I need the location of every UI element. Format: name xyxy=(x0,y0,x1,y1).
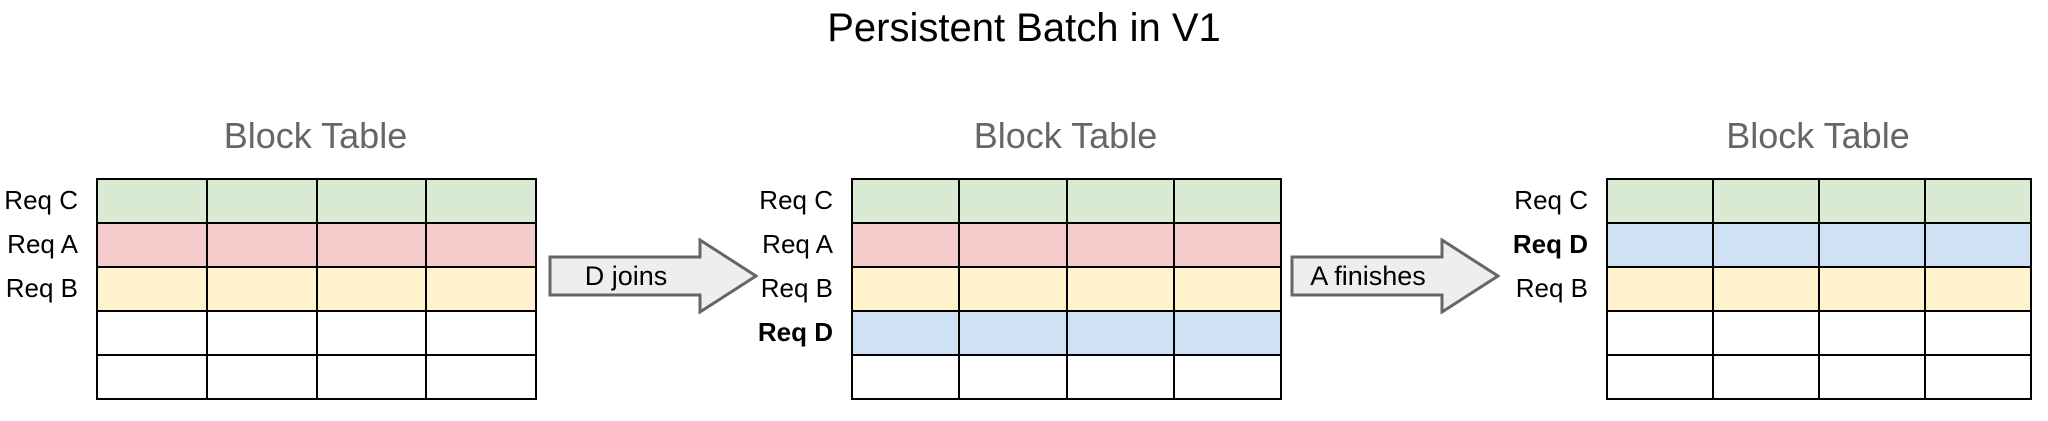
block-grid xyxy=(1606,178,2032,400)
block-cell xyxy=(97,223,207,267)
block-cell xyxy=(1066,179,1174,223)
arrow-d-joins: D joins xyxy=(548,238,758,314)
block-cell xyxy=(426,179,536,223)
block-cell xyxy=(316,223,427,267)
row-label xyxy=(1510,310,1606,354)
block-cell xyxy=(959,179,1067,223)
diagram-title: Persistent Batch in V1 xyxy=(827,6,1221,50)
block-table-body: Req C Req A Req B Req D xyxy=(755,178,1282,400)
block-cell xyxy=(852,267,960,311)
row-label: Req C xyxy=(4,184,78,215)
block-cell xyxy=(1173,223,1281,267)
block-cell xyxy=(97,179,207,223)
block-cell xyxy=(959,267,1067,311)
arrow-label: A finishes xyxy=(1310,261,1426,291)
block-cell xyxy=(959,311,1067,355)
block-table-body: Req C Req A Req B xyxy=(0,178,537,400)
block-cell xyxy=(1607,311,1713,355)
block-cell xyxy=(852,311,960,355)
block-cell xyxy=(1925,311,2031,355)
block-cell xyxy=(1607,267,1713,311)
block-table-heading: Block Table xyxy=(1726,115,1910,156)
row-label: Req A xyxy=(7,228,78,259)
row-label xyxy=(0,310,96,354)
block-cell xyxy=(1925,179,2031,223)
block-table-body: Req C Req D Req B xyxy=(1510,178,2032,400)
row-labels: Req C Req A Req B Req D xyxy=(755,178,851,398)
block-cell xyxy=(206,355,317,399)
block-table-group-1: Block Table Req C Req A Req B xyxy=(0,116,537,400)
block-cell xyxy=(1173,267,1281,311)
row-label xyxy=(1510,354,1606,398)
row-label: Req B xyxy=(1515,272,1588,303)
row-label: Req A xyxy=(762,228,833,259)
block-cell xyxy=(852,179,960,223)
block-cell xyxy=(1713,267,1819,311)
arrow-shape xyxy=(1290,238,1500,314)
block-cell xyxy=(1925,355,2031,399)
arrow-label: D joins xyxy=(585,261,668,291)
block-cell xyxy=(1819,355,1925,399)
row-label: Req C xyxy=(1514,184,1588,215)
row-label: Req D xyxy=(757,316,833,347)
block-cell xyxy=(1713,311,1819,355)
block-cell xyxy=(1066,267,1174,311)
block-cell xyxy=(1173,179,1281,223)
block-table-heading: Block Table xyxy=(223,115,408,156)
block-cell xyxy=(316,179,427,223)
block-cell xyxy=(1173,311,1281,355)
block-grid xyxy=(851,178,1282,400)
block-cell xyxy=(959,355,1067,399)
block-cell xyxy=(1819,179,1925,223)
arrow-a-finishes: A finishes xyxy=(1290,238,1500,314)
block-cell xyxy=(1819,267,1925,311)
block-cell xyxy=(206,311,317,355)
block-cell xyxy=(316,311,427,355)
block-cell xyxy=(1066,311,1174,355)
block-table-group-2: Block Table Req C Req A Req B Req D xyxy=(755,116,1282,400)
block-table-group-3: Block Table Req C Req D Req B xyxy=(1510,116,2032,400)
row-label: Req B xyxy=(760,272,833,303)
block-cell xyxy=(1066,355,1174,399)
row-label: Req C xyxy=(759,184,833,215)
block-cell xyxy=(316,267,427,311)
block-cell xyxy=(1607,179,1713,223)
block-cell xyxy=(1607,355,1713,399)
block-cell xyxy=(1713,355,1819,399)
block-cell xyxy=(97,355,207,399)
block-cell xyxy=(1819,223,1925,267)
block-cell xyxy=(206,179,317,223)
block-cell xyxy=(1713,179,1819,223)
block-cell xyxy=(426,355,536,399)
block-cell xyxy=(959,223,1067,267)
block-cell xyxy=(852,223,960,267)
block-cell xyxy=(852,355,960,399)
row-labels: Req C Req D Req B xyxy=(1510,178,1606,398)
row-label xyxy=(0,354,96,398)
row-label xyxy=(755,354,851,398)
block-cell xyxy=(426,267,536,311)
block-cell xyxy=(1925,223,2031,267)
block-cell xyxy=(1713,223,1819,267)
block-cell xyxy=(97,311,207,355)
block-cell xyxy=(426,311,536,355)
block-cell xyxy=(206,267,317,311)
block-cell xyxy=(1173,355,1281,399)
block-cell xyxy=(316,355,427,399)
block-table-heading: Block Table xyxy=(973,115,1158,156)
row-labels: Req C Req A Req B xyxy=(0,178,96,398)
block-cell xyxy=(1066,223,1174,267)
row-label: Req B xyxy=(5,272,78,303)
block-cell xyxy=(1819,311,1925,355)
block-cell xyxy=(206,223,317,267)
block-grid xyxy=(96,178,537,400)
block-cell xyxy=(1925,267,2031,311)
arrow-shape xyxy=(548,238,758,314)
block-cell xyxy=(1607,223,1713,267)
block-cell xyxy=(97,267,207,311)
row-label: Req D xyxy=(1512,228,1588,259)
block-cell xyxy=(426,223,536,267)
